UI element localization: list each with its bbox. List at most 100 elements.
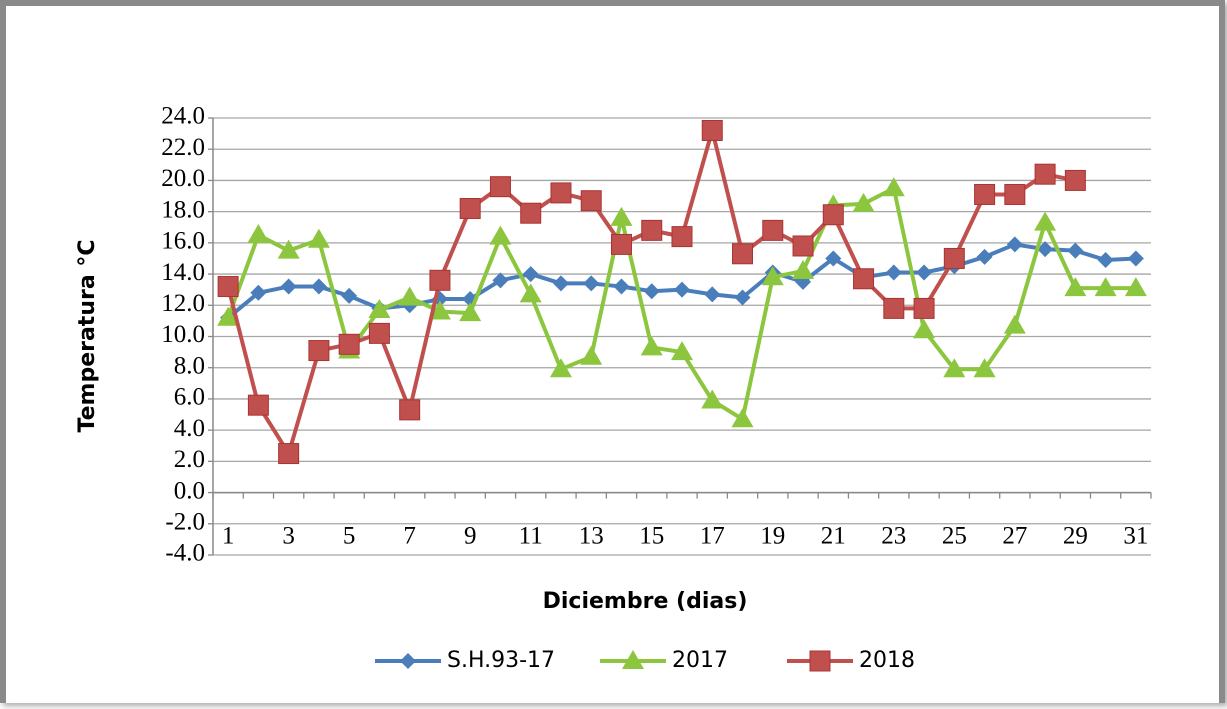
legend-item: S.H.93-17	[375, 648, 555, 673]
marker	[825, 250, 842, 267]
marker	[368, 322, 390, 344]
marker	[1006, 236, 1023, 253]
y-tick-label: 6.0	[174, 384, 205, 411]
marker	[913, 319, 936, 339]
marker	[580, 190, 602, 212]
y-tick-label: 4.0	[174, 415, 205, 442]
y-tick-label: 16.0	[161, 228, 205, 255]
x-tick-label: 21	[821, 523, 846, 550]
marker	[341, 287, 358, 304]
y-tick-label: 10.0	[161, 321, 205, 348]
marker	[943, 247, 965, 269]
marker	[822, 204, 844, 226]
y-tick-label: 2.0	[174, 446, 205, 473]
marker	[1067, 242, 1084, 259]
marker	[1127, 250, 1144, 267]
marker	[400, 653, 416, 669]
x-tick-label: 25	[942, 523, 967, 550]
marker	[943, 358, 966, 378]
marker	[641, 219, 663, 241]
marker	[552, 275, 569, 292]
y-tick-label: 12.0	[161, 290, 205, 317]
marker	[732, 243, 754, 265]
marker	[429, 269, 451, 291]
marker	[916, 264, 933, 281]
marker	[459, 302, 482, 322]
marker	[399, 399, 421, 421]
marker	[883, 297, 905, 319]
legend-label: S.H.93-17	[447, 648, 555, 673]
x-tick-label: 3	[282, 523, 295, 550]
marker	[792, 235, 814, 257]
marker	[247, 224, 270, 244]
y-tick-label: 8.0	[174, 352, 205, 379]
marker	[643, 283, 660, 300]
marker	[308, 340, 330, 362]
x-axis-title: Diciembre (dias)	[543, 589, 748, 614]
marker	[398, 286, 421, 306]
x-tick-label: 1	[222, 523, 235, 550]
marker	[674, 281, 690, 298]
marker	[549, 358, 572, 378]
marker	[489, 176, 511, 198]
marker	[368, 298, 391, 318]
marker	[280, 278, 297, 295]
y-tick-label: 18.0	[161, 196, 205, 223]
marker	[809, 650, 831, 672]
marker	[519, 283, 542, 303]
marker	[882, 177, 905, 197]
x-tick-label: 13	[579, 523, 604, 550]
marker	[247, 394, 269, 416]
marker	[310, 278, 327, 295]
x-tick-label: 27	[1002, 523, 1027, 550]
marker	[610, 233, 632, 255]
y-tick-label: 22.0	[161, 134, 205, 161]
marker	[492, 272, 509, 289]
marker	[580, 345, 603, 365]
marker	[792, 259, 815, 279]
marker	[1004, 183, 1026, 205]
marker	[853, 268, 875, 290]
marker	[217, 306, 240, 326]
marker	[1034, 211, 1057, 231]
marker	[217, 276, 239, 298]
marker	[520, 202, 542, 224]
marker	[1094, 277, 1117, 297]
marker	[278, 443, 300, 465]
marker	[1034, 163, 1056, 185]
legend-label: 2017	[672, 648, 728, 673]
x-tick-label: 17	[700, 523, 725, 550]
marker	[913, 297, 935, 319]
marker	[622, 650, 644, 669]
marker	[734, 289, 751, 306]
marker	[762, 219, 784, 241]
y-tick-label: 14.0	[161, 259, 205, 286]
x-tick-label: 29	[1063, 523, 1088, 550]
legend-label: 2018	[859, 648, 915, 673]
marker	[1064, 277, 1087, 297]
marker	[852, 192, 875, 212]
marker	[522, 266, 539, 283]
y-tick-label: 24.0	[161, 103, 205, 130]
x-tick-label: 19	[760, 523, 785, 550]
marker	[761, 266, 784, 286]
legend-item: 2018	[787, 648, 915, 673]
marker	[550, 182, 572, 204]
x-tick-label: 5	[343, 523, 356, 550]
marker	[885, 264, 902, 281]
marker	[250, 284, 267, 301]
y-tick-label: 0.0	[174, 477, 205, 504]
marker	[610, 206, 633, 226]
series-line	[226, 242, 1136, 320]
x-tick-label: 7	[403, 523, 416, 550]
y-tick-label: -4.0	[165, 540, 205, 567]
legend-item: 2017	[600, 648, 728, 673]
marker	[973, 358, 996, 378]
marker	[1064, 169, 1086, 191]
y-tick-label: 20.0	[161, 165, 205, 192]
marker	[1003, 314, 1026, 334]
marker	[701, 119, 723, 141]
